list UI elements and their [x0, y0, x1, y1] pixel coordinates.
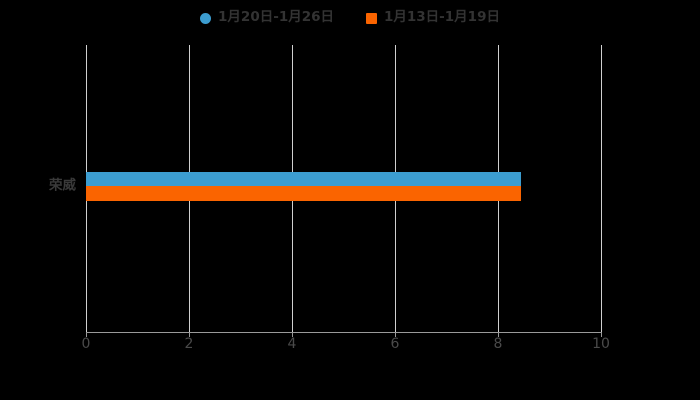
chart-legend: 1月20日-1月26日 1月13日-1月19日 [0, 6, 700, 30]
legend-label-series-2: 1月13日-1月19日 [384, 9, 500, 26]
x-tick-label-0: 0 [81, 336, 91, 352]
x-tick-label-6: 6 [390, 336, 400, 352]
x-axis-line [86, 332, 602, 333]
x-tick-label-4: 4 [287, 336, 297, 352]
bar-series-2-rongwei[interactable] [86, 186, 522, 201]
x-tick-mark-4 [292, 332, 293, 337]
legend-item-series-1[interactable]: 1月20日-1月26日 [200, 11, 334, 25]
legend-item-series-2[interactable]: 1月13日-1月19日 [366, 11, 500, 25]
legend-marker-circle-icon [200, 12, 212, 24]
x-tick-mark-6 [395, 332, 396, 337]
gridline-x-10 [601, 45, 602, 332]
y-tick-label-rongwei: 荣威 [49, 177, 76, 194]
plot-area [86, 45, 602, 332]
x-tick-label-2: 2 [184, 336, 194, 352]
x-tick-mark-8 [498, 332, 499, 337]
legend-marker-square-icon [366, 12, 377, 24]
x-tick-label-8: 8 [493, 336, 503, 352]
legend-label-series-1: 1月20日-1月26日 [218, 9, 334, 26]
bar-series-1-rongwei[interactable] [86, 172, 522, 186]
y-axis-labels: 荣威 [0, 0, 86, 400]
x-tick-mark-0 [86, 332, 87, 337]
x-tick-label-10: 10 [592, 336, 610, 352]
x-tick-mark-2 [189, 332, 190, 337]
x-tick-mark-10 [601, 332, 602, 337]
